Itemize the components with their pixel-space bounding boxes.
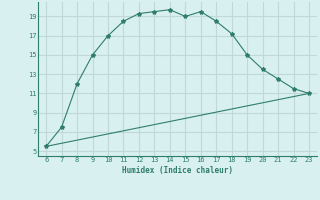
X-axis label: Humidex (Indice chaleur): Humidex (Indice chaleur) (122, 166, 233, 175)
